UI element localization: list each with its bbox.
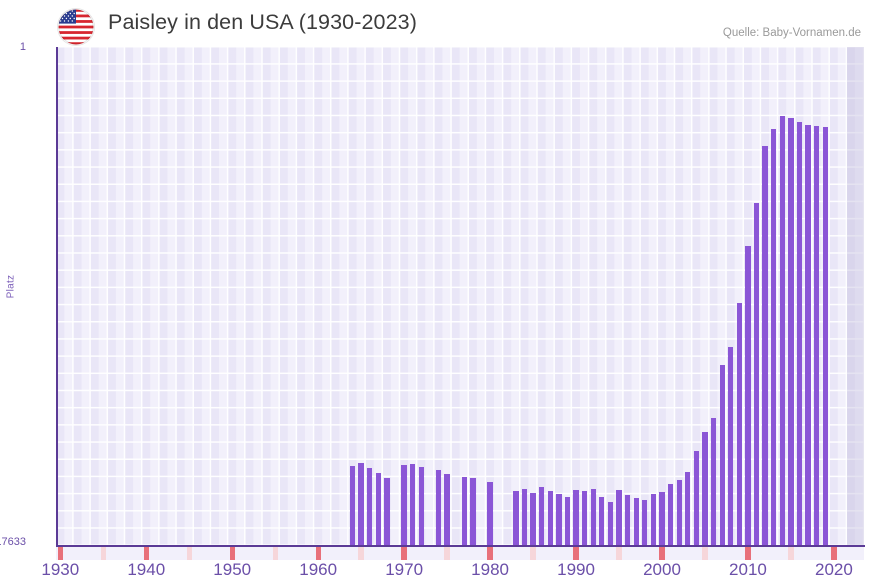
- bar[interactable]: [444, 474, 450, 545]
- x-tick-major: [143, 547, 149, 560]
- bar[interactable]: [581, 491, 588, 545]
- x-axis-tick-label: 1970: [385, 560, 424, 579]
- x-axis-tick-label: 1960: [299, 560, 338, 579]
- x-tick-minor: [530, 547, 536, 560]
- bar[interactable]: [461, 477, 467, 545]
- x-tick-minor: [444, 547, 450, 560]
- bar[interactable]: [788, 118, 794, 545]
- future-shaded-region: [846, 47, 864, 545]
- x-axis-tick-label: 1950: [213, 560, 252, 579]
- y-axis-title: Platz: [5, 274, 17, 299]
- bar[interactable]: [667, 484, 674, 545]
- bar[interactable]: [814, 126, 820, 545]
- x-tick-minor: [788, 547, 794, 560]
- page-title: Paisley in den USA (1930-2023): [108, 10, 417, 34]
- bar[interactable]: [573, 490, 579, 545]
- bar[interactable]: [805, 125, 811, 545]
- x-axis-tick-label: 1930: [41, 560, 80, 579]
- bar[interactable]: [410, 464, 416, 545]
- y-axis-tick-top: 1: [19, 41, 26, 53]
- bar[interactable]: [538, 487, 545, 545]
- bar[interactable]: [401, 465, 407, 545]
- bar[interactable]: [685, 472, 691, 545]
- bar[interactable]: [375, 473, 381, 545]
- bar[interactable]: [530, 493, 536, 545]
- bar[interactable]: [702, 432, 708, 545]
- x-tick-minor: [186, 547, 192, 560]
- bar[interactable]: [753, 203, 760, 545]
- bar[interactable]: [796, 122, 803, 545]
- bar[interactable]: [710, 418, 717, 545]
- bar[interactable]: [779, 116, 785, 545]
- bar[interactable]: [590, 489, 596, 545]
- x-axis-tick-label: 2000: [643, 560, 681, 579]
- x-axis-tick-label: 1940: [127, 560, 166, 579]
- bar[interactable]: [633, 498, 639, 545]
- us-flag-icon: [58, 9, 94, 45]
- bar[interactable]: [547, 491, 553, 545]
- x-tick-major: [745, 547, 751, 560]
- x-tick-major: [229, 547, 235, 560]
- bar[interactable]: [771, 129, 777, 545]
- x-axis-tick-label: 1980: [471, 560, 509, 579]
- x-axis-tick-label: 1990: [557, 560, 595, 579]
- source-attribution: Quelle: Baby-Vornamen.de: [722, 27, 861, 39]
- x-tick-major: [57, 547, 63, 560]
- bar[interactable]: [642, 500, 648, 545]
- bar[interactable]: [616, 490, 622, 545]
- bar[interactable]: [367, 468, 373, 545]
- x-tick-minor: [100, 547, 106, 560]
- bar[interactable]: [487, 482, 493, 545]
- bar[interactable]: [470, 478, 476, 545]
- y-axis-line: [56, 47, 58, 547]
- bar[interactable]: [384, 478, 390, 545]
- bar[interactable]: [435, 470, 442, 545]
- x-axis-tick-label: 2020: [814, 560, 853, 579]
- x-tick-minor: [272, 547, 278, 560]
- x-tick-major: [487, 547, 493, 560]
- x-tick-minor: [616, 547, 622, 560]
- bar[interactable]: [358, 463, 364, 545]
- plot-area: [56, 47, 864, 545]
- bar[interactable]: [719, 365, 725, 545]
- bar[interactable]: [599, 497, 605, 545]
- x-axis-tick-strip: [56, 547, 864, 560]
- bar[interactable]: [349, 466, 356, 545]
- bar[interactable]: [556, 494, 562, 545]
- x-tick-major: [573, 547, 579, 560]
- bar[interactable]: [521, 489, 528, 545]
- bar[interactable]: [676, 480, 682, 545]
- bar[interactable]: [513, 491, 519, 545]
- bar[interactable]: [736, 303, 743, 545]
- x-axis-line: [56, 545, 865, 547]
- plot-gridlines: [56, 47, 864, 545]
- x-tick-minor: [358, 547, 364, 560]
- x-tick-minor: [702, 547, 708, 560]
- bar[interactable]: [659, 492, 665, 545]
- bar[interactable]: [822, 127, 828, 545]
- bar[interactable]: [762, 146, 768, 545]
- x-tick-major: [401, 547, 407, 560]
- bar[interactable]: [564, 497, 571, 545]
- bar[interactable]: [745, 246, 751, 545]
- bar[interactable]: [693, 451, 700, 545]
- x-tick-major: [315, 547, 321, 560]
- bar[interactable]: [607, 502, 614, 545]
- x-tick-major: [659, 547, 665, 560]
- bar[interactable]: [650, 494, 657, 545]
- bar[interactable]: [418, 467, 424, 545]
- bar[interactable]: [624, 495, 631, 545]
- bar[interactable]: [728, 347, 734, 545]
- x-tick-major: [831, 547, 837, 560]
- x-axis-tick-label: 2010: [729, 560, 767, 579]
